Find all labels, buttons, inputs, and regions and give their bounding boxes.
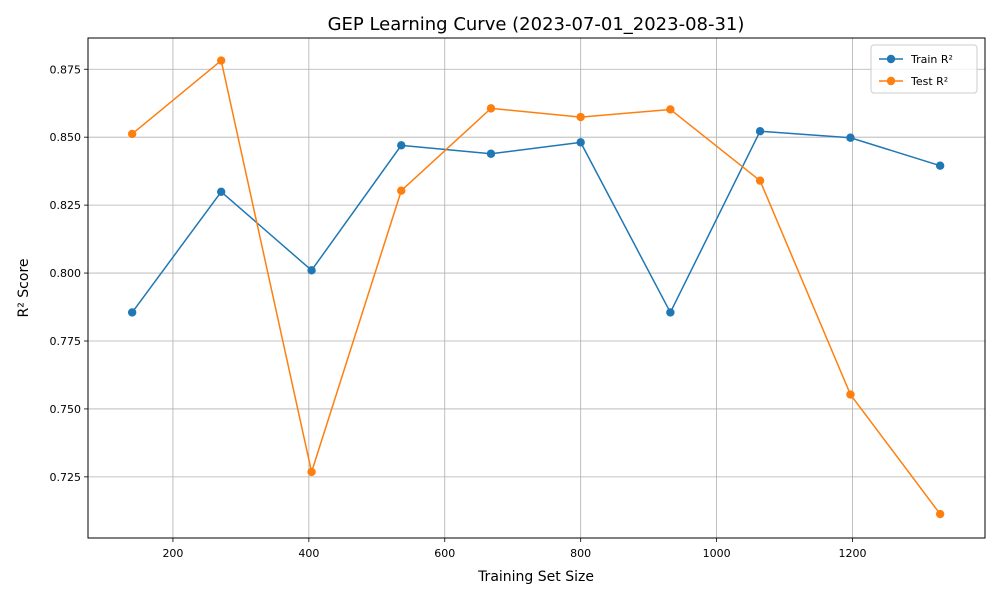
train-point	[666, 308, 675, 317]
plot-frame	[87, 37, 986, 539]
train-legend-marker	[886, 54, 896, 64]
test-point	[307, 467, 316, 477]
chart-title: GEP Learning Curve (2023-07-01_2023-08-3…	[328, 14, 745, 35]
train-point	[127, 308, 137, 317]
test-point	[397, 186, 406, 195]
y-tick-label: 0.750	[50, 403, 82, 416]
x-tick-label: 800	[570, 547, 591, 560]
x-tick-label: 1200	[838, 547, 866, 560]
train-point	[216, 187, 226, 197]
test-point	[486, 104, 496, 113]
x-axis-title: Training Set Size	[477, 569, 594, 585]
train-series	[127, 127, 945, 317]
y-tick-label: 0.850	[50, 131, 82, 144]
test-point	[127, 129, 137, 139]
x-tick-label: 200	[162, 547, 183, 560]
legend: Train R² Test R²	[870, 44, 978, 94]
axis-ticks: 200 400 600 800 1000 1200 0.725 0.750 0.775 0.800…	[50, 63, 867, 560]
train-point	[755, 127, 765, 136]
y-axis-title: R² Score	[16, 258, 32, 317]
test-legend-label: Test R²	[910, 75, 948, 88]
train-point	[846, 133, 855, 142]
train-point	[576, 138, 585, 147]
x-tick-label: 1000	[703, 547, 731, 560]
test-series-line	[131, 59, 941, 515]
train-point	[307, 266, 316, 275]
train-series-line	[131, 130, 941, 314]
test-series	[127, 56, 945, 519]
test-point	[216, 56, 226, 65]
plot-series	[127, 56, 945, 519]
test-point	[755, 176, 765, 185]
train-point	[935, 161, 945, 170]
test-point	[576, 112, 585, 122]
y-tick-label: 0.825	[50, 199, 82, 212]
y-tick-label: 0.800	[50, 267, 82, 280]
test-point	[935, 509, 945, 519]
train-legend-label: Train R²	[910, 53, 953, 66]
y-tick-label: 0.875	[50, 63, 82, 76]
train-point	[486, 149, 496, 158]
test-legend-marker	[886, 76, 896, 86]
y-tick-label: 0.725	[50, 471, 82, 484]
x-tick-label: 400	[298, 547, 319, 560]
test-point	[846, 390, 855, 399]
test-point	[666, 105, 675, 114]
y-tick-label: 0.775	[50, 335, 82, 348]
x-tick-label: 600	[434, 547, 455, 560]
train-point	[397, 141, 406, 150]
